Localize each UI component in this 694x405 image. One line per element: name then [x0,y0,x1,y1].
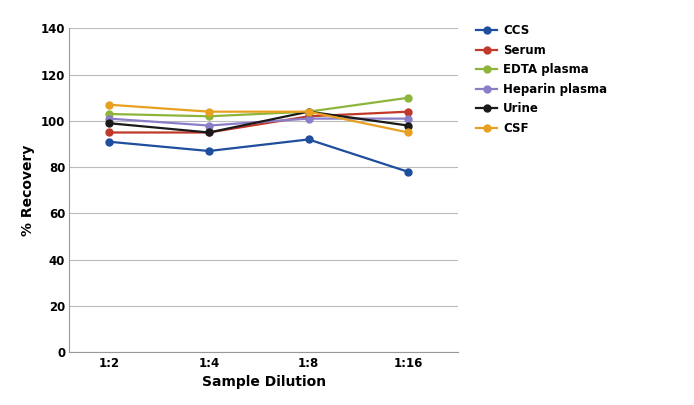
Line: Serum: Serum [105,108,412,136]
Urine [305,109,313,114]
Heparin plasma [205,123,213,128]
X-axis label: Sample Dilution: Sample Dilution [202,375,325,389]
CCS [305,137,313,142]
CCS [404,169,412,174]
Urine [404,123,412,128]
CCS [205,149,213,153]
Urine [205,130,213,135]
Serum [404,109,412,114]
Heparin plasma [305,116,313,121]
CSF [305,109,313,114]
Serum [205,130,213,135]
CSF [105,102,113,107]
Line: Heparin plasma: Heparin plasma [105,115,412,129]
CCS [105,139,113,144]
Y-axis label: % Recovery: % Recovery [22,145,35,236]
EDTA plasma [105,111,113,116]
Heparin plasma [404,116,412,121]
Urine [105,121,113,126]
EDTA plasma [205,114,213,119]
CSF [404,130,412,135]
Heparin plasma [105,116,113,121]
Serum [105,130,113,135]
CSF [205,109,213,114]
Legend: CCS, Serum, EDTA plasma, Heparin plasma, Urine, CSF: CCS, Serum, EDTA plasma, Heparin plasma,… [473,22,609,137]
EDTA plasma [404,95,412,100]
Line: Urine: Urine [105,108,412,136]
Serum [305,114,313,119]
Line: EDTA plasma: EDTA plasma [105,94,412,120]
Line: CCS: CCS [105,136,412,175]
EDTA plasma [305,109,313,114]
Line: CSF: CSF [105,101,412,136]
